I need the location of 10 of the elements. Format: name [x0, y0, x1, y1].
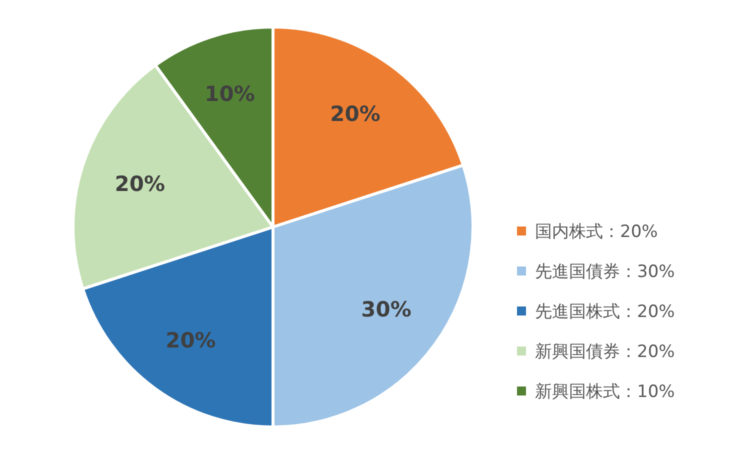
- data-label: 20%: [330, 102, 380, 126]
- data-label: 20%: [166, 328, 216, 353]
- data-label: 20%: [114, 172, 165, 196]
- legend-label: 新興国株式：10%: [535, 382, 675, 402]
- legend-label: 国内株式：20%: [535, 222, 658, 242]
- data-label: 10%: [204, 82, 255, 106]
- legend-label: 先進国株式：20%: [535, 302, 675, 322]
- legend-label: 先進国債券：30%: [535, 262, 675, 282]
- legend-label: 新興国債券：20%: [535, 342, 675, 362]
- data-label: 30%: [361, 298, 412, 322]
